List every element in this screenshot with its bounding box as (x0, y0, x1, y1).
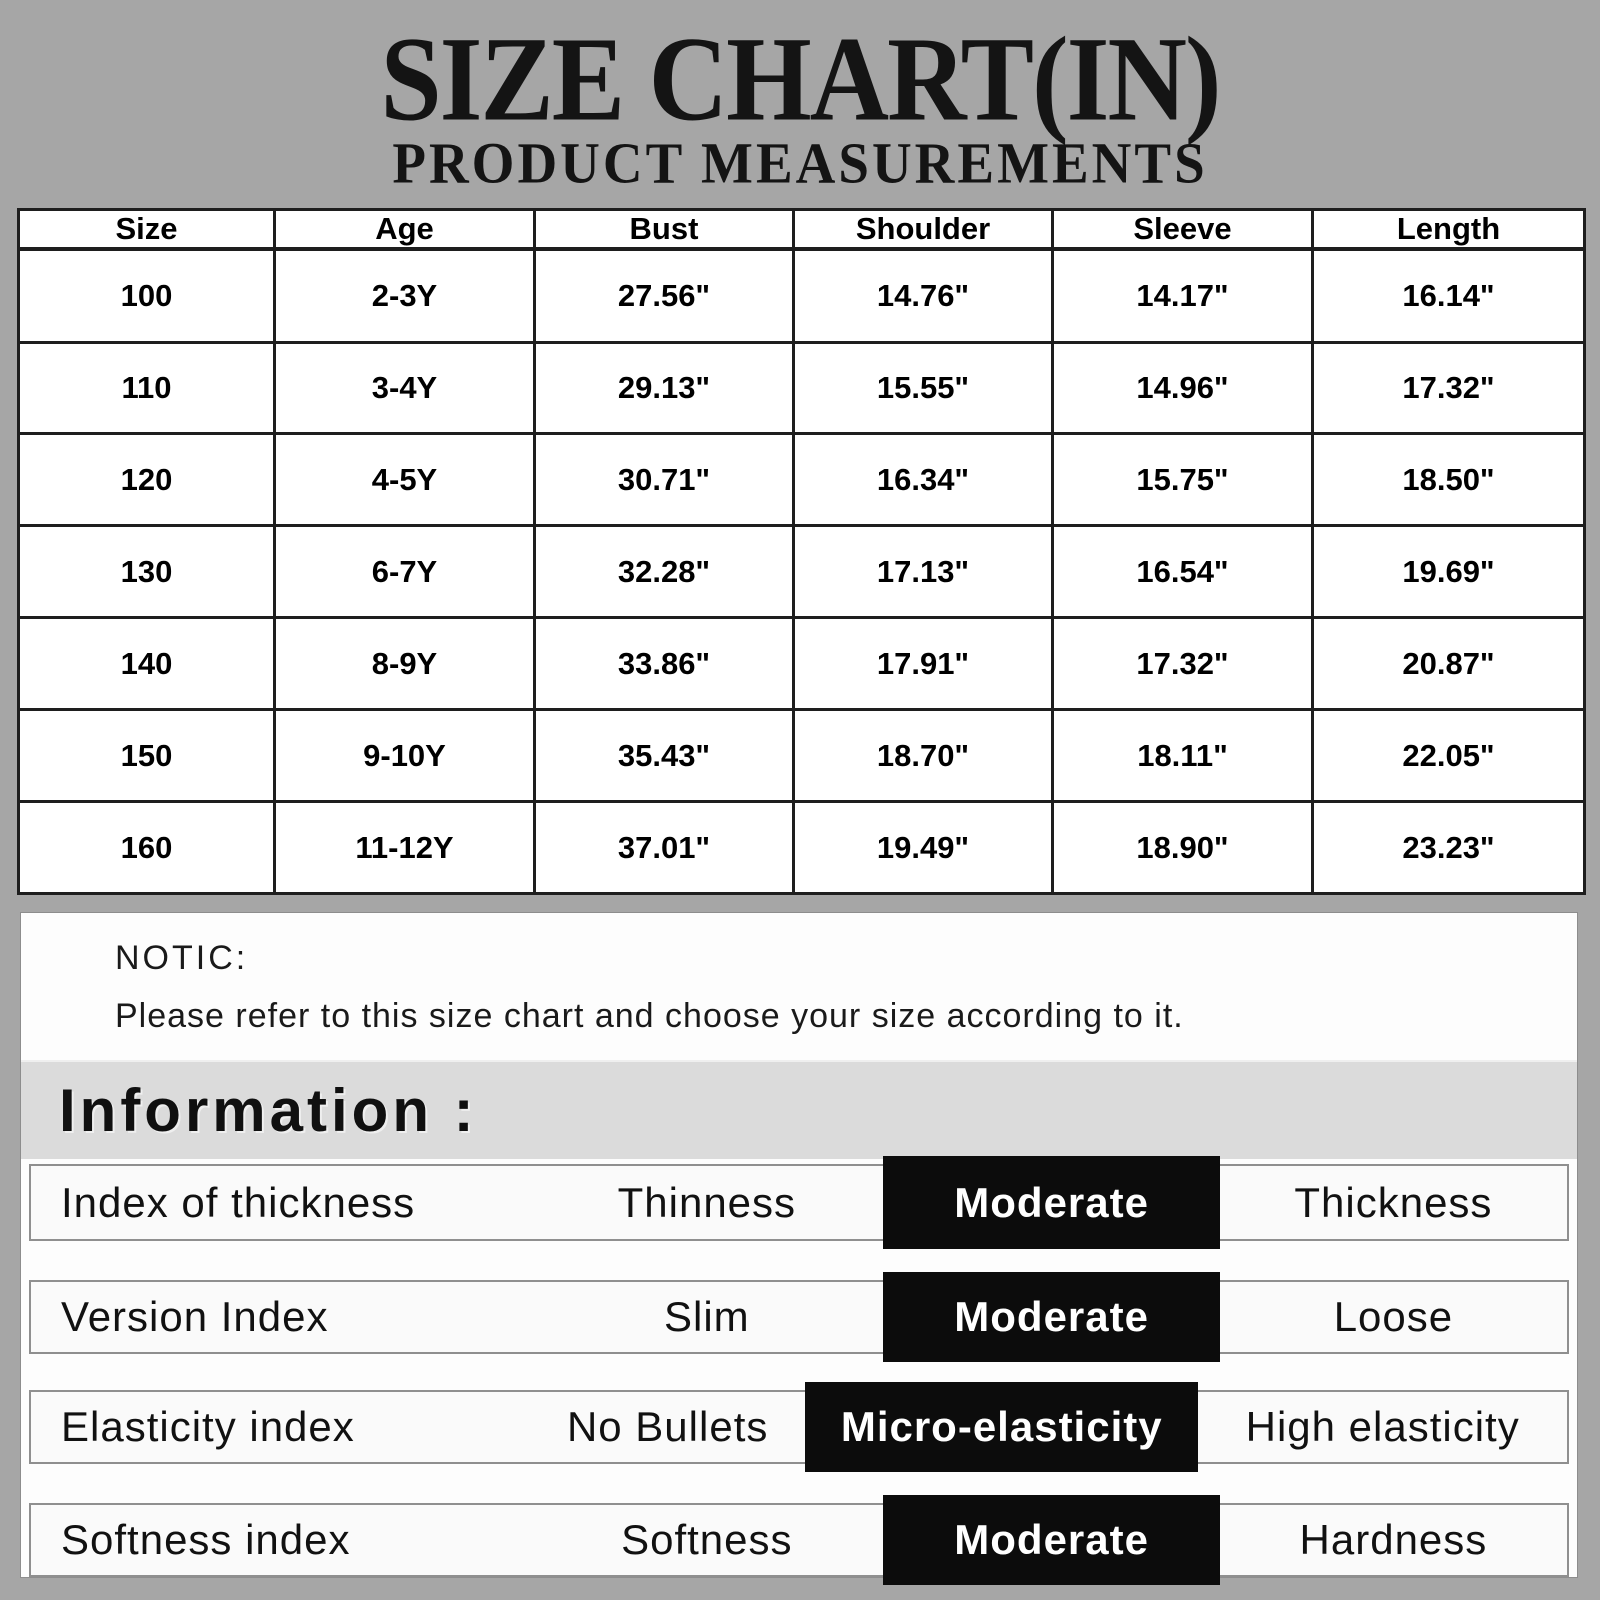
cell-sleeve: 14.96" (1051, 340, 1314, 436)
column-header-size: Size (17, 208, 276, 251)
cell-sleeve: 18.90" (1051, 800, 1314, 895)
column-header-sleeve: Sleeve (1051, 208, 1314, 251)
column-header-shoulder: Shoulder (792, 208, 1054, 251)
level-hardness: Hardness (1299, 1516, 1488, 1563)
cell-age: 4-5Y (273, 432, 536, 528)
notice-text: Please refer to this size chart and choo… (115, 997, 1184, 1035)
info-row-softness-index: Softness index Softness Moderate Hardnes… (29, 1495, 1569, 1585)
cell-bust: 27.56" (533, 247, 795, 344)
cell-sleeve: 18.11" (1051, 708, 1314, 804)
info-row-label: Elasticity index (61, 1403, 355, 1450)
level-thickness: Thickness (1294, 1178, 1493, 1226)
page-title: SIZE CHART(IN) (380, 11, 1221, 146)
cell-size: 140 (17, 616, 276, 712)
cell-shoulder: 16.34" (792, 432, 1054, 528)
cell-shoulder: 17.91" (792, 616, 1054, 712)
cell-length: 20.87" (1311, 616, 1586, 712)
cell-length: 16.14" (1311, 247, 1586, 344)
level-loose: Loose (1333, 1293, 1454, 1340)
size-table: Size Age Bust Shoulder Sleeve Length 100… (17, 208, 1586, 895)
info-row-label: Softness index (61, 1516, 351, 1563)
level-thinness: Thinness (617, 1178, 797, 1226)
cell-shoulder: 19.49" (792, 800, 1054, 895)
level-high-elasticity: High elasticity (1245, 1403, 1520, 1450)
level-softness: Softness (621, 1516, 793, 1563)
notice-label: NOTIC: (115, 939, 249, 977)
cell-bust: 30.71" (533, 432, 795, 528)
information-heading: Information : (59, 1077, 478, 1144)
table-row-100: 100 2-3Y 27.56" 14.76" 14.17" 16.14" (17, 247, 1586, 344)
cell-length: 23.23" (1311, 800, 1586, 895)
cell-age: 6-7Y (273, 524, 536, 620)
cell-bust: 32.28" (533, 524, 795, 620)
notice-info-panel: NOTIC: Please refer to this size chart a… (21, 913, 1577, 1585)
cell-age: 9-10Y (273, 708, 536, 804)
cell-bust: 33.86" (533, 616, 795, 712)
cell-age: 3-4Y (273, 340, 536, 436)
level-moderate-selected: Moderate (883, 1156, 1220, 1249)
table-row-160: 160 11-12Y 37.01" 19.49" 18.90" 23.23" (17, 800, 1586, 895)
cell-shoulder: 18.70" (792, 708, 1054, 804)
column-header-age: Age (273, 208, 536, 251)
information-heading-band: Information : (21, 1060, 1577, 1159)
info-row-version-index: Version Index Slim Moderate Loose (29, 1272, 1569, 1362)
column-header-bust: Bust (533, 208, 795, 251)
cell-bust: 35.43" (533, 708, 795, 804)
column-header-length: Length (1311, 208, 1586, 251)
cell-age: 11-12Y (273, 800, 536, 895)
cell-sleeve: 15.75" (1051, 432, 1314, 528)
info-row-elasticity-index: Elasticity index No Bullets Micro-elasti… (29, 1382, 1569, 1472)
cell-length: 22.05" (1311, 708, 1586, 804)
level-slim: Slim (663, 1293, 750, 1340)
info-row-index-of-thickness: Index of thickness Thinness Moderate Thi… (29, 1156, 1569, 1249)
cell-bust: 29.13" (533, 340, 795, 436)
cell-size: 120 (17, 432, 276, 528)
cell-size: 110 (17, 340, 276, 436)
cell-length: 19.69" (1311, 524, 1586, 620)
cell-shoulder: 17.13" (792, 524, 1054, 620)
cell-sleeve: 16.54" (1051, 524, 1314, 620)
table-row-150: 150 9-10Y 35.43" 18.70" 18.11" 22.05" (17, 708, 1586, 804)
cell-sleeve: 17.32" (1051, 616, 1314, 712)
info-row-label: Version Index (61, 1293, 329, 1340)
table-row-120: 120 4-5Y 30.71" 16.34" 15.75" 18.50" (17, 432, 1586, 528)
cell-shoulder: 14.76" (792, 247, 1054, 344)
table-row-140: 140 8-9Y 33.86" 17.91" 17.32" 20.87" (17, 616, 1586, 712)
table-row-130: 130 6-7Y 32.28" 17.13" 16.54" 19.69" (17, 524, 1586, 620)
cell-age: 2-3Y (273, 247, 536, 344)
size-table-header-row: Size Age Bust Shoulder Sleeve Length (17, 208, 1586, 251)
cell-length: 18.50" (1311, 432, 1586, 528)
table-row-110: 110 3-4Y 29.13" 15.55" 14.96" 17.32" (17, 340, 1586, 436)
cell-age: 8-9Y (273, 616, 536, 712)
level-moderate-selected: Moderate (883, 1272, 1220, 1362)
level-micro-elasticity-selected: Micro-elasticity (805, 1382, 1199, 1472)
level-moderate-selected: Moderate (883, 1495, 1220, 1585)
cell-size: 100 (17, 247, 276, 344)
cell-size: 150 (17, 708, 276, 804)
level-no-bullets: No Bullets (566, 1403, 769, 1450)
page-subtitle: PRODUCT MEASUREMENTS (392, 130, 1208, 195)
cell-shoulder: 15.55" (792, 340, 1054, 436)
cell-size: 130 (17, 524, 276, 620)
cell-size: 160 (17, 800, 276, 895)
info-row-label: Index of thickness (61, 1178, 416, 1226)
cell-sleeve: 14.17" (1051, 247, 1314, 344)
cell-length: 17.32" (1311, 340, 1586, 436)
cell-bust: 37.01" (533, 800, 795, 895)
